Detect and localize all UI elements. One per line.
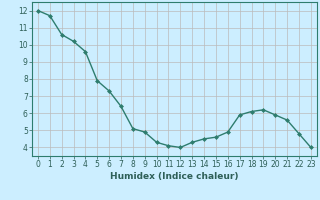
X-axis label: Humidex (Indice chaleur): Humidex (Indice chaleur) bbox=[110, 172, 239, 181]
